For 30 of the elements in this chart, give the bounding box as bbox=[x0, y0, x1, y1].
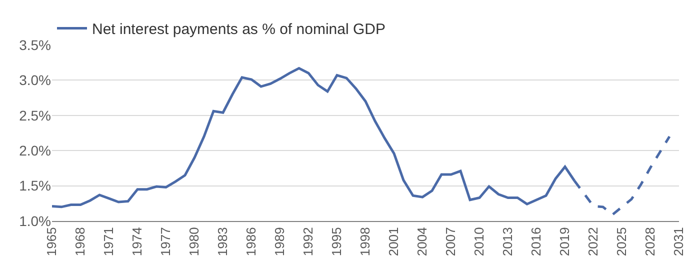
x-tick-label: 2007 bbox=[443, 227, 458, 256]
x-tick-label: 2028 bbox=[642, 227, 658, 256]
x-tick-label: 2004 bbox=[414, 227, 430, 256]
x-tick-label: 1986 bbox=[244, 227, 259, 256]
y-tick-label: 2.0% bbox=[19, 142, 51, 158]
x-tick-label: 2013 bbox=[500, 227, 516, 256]
x-tick-label: 1995 bbox=[329, 227, 344, 256]
x-tick-label: 1968 bbox=[72, 227, 88, 256]
x-tick-label: 1974 bbox=[130, 227, 145, 256]
x-tick-label: 1983 bbox=[215, 227, 230, 256]
legend-label: Net interest payments as % of nominal GDP bbox=[92, 21, 386, 38]
y-tick-label: 2.5% bbox=[19, 107, 51, 124]
x-tick-label: 1977 bbox=[158, 227, 174, 256]
x-tick-label: 1992 bbox=[300, 227, 316, 256]
x-tick-label: 2019 bbox=[557, 227, 572, 256]
x-tick-label: 2001 bbox=[386, 227, 402, 256]
y-tick-label: 1.5% bbox=[19, 178, 51, 194]
x-tick-label: 2010 bbox=[472, 227, 487, 256]
x-tick-label: 1965 bbox=[44, 227, 60, 256]
x-tick-label: 1971 bbox=[101, 227, 116, 256]
x-tick-label: 1989 bbox=[272, 227, 288, 256]
x-tick-label: 2031 bbox=[671, 227, 686, 256]
x-tick-label: 2016 bbox=[528, 227, 544, 256]
y-tick-label: 3.5% bbox=[19, 36, 51, 53]
x-tick-label: 1980 bbox=[186, 227, 202, 256]
x-tick-label: 2025 bbox=[614, 227, 630, 256]
y-tick-label: 3.0% bbox=[19, 72, 51, 88]
y-tick-label: 1.0% bbox=[19, 212, 51, 229]
x-tick-label: 2022 bbox=[586, 227, 601, 256]
x-tick-label: 1998 bbox=[358, 227, 373, 256]
